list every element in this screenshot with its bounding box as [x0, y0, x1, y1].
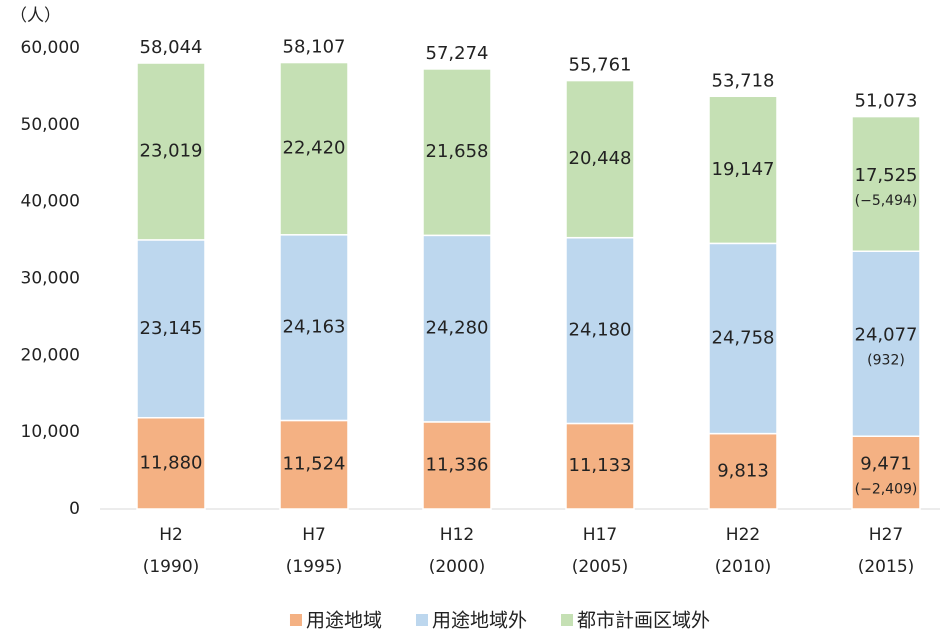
total-label: 58,107	[283, 37, 346, 58]
legend-label: 都市計画区域外	[577, 610, 710, 632]
y-tick-label: 40,000	[21, 192, 80, 212]
value-label: 9,471	[860, 454, 912, 475]
bar-segment	[422, 68, 492, 237]
value-label: 24,280	[426, 318, 489, 339]
bar-segment	[279, 61, 349, 236]
value-label: 20,448	[569, 148, 632, 169]
y-tick-label: 50,000	[21, 115, 80, 135]
x-tick-label: H2	[159, 525, 183, 545]
x-tick-label: H7	[302, 525, 326, 545]
total-label: 58,044	[140, 37, 203, 58]
value-label: 11,524	[283, 454, 346, 475]
legend-swatch	[561, 614, 574, 626]
y-tick-label: 20,000	[21, 345, 80, 365]
y-tick-label: 10,000	[21, 422, 80, 442]
value-label: 9,813	[717, 460, 769, 481]
bar-segment	[565, 422, 635, 510]
value-label: 21,658	[426, 141, 489, 162]
bar-segment	[708, 242, 778, 435]
y-tick-label: 60,000	[21, 38, 80, 58]
y-tick-label: 30,000	[21, 269, 80, 289]
legend: 用途地域 用途地域外 都市計画区域外	[289, 610, 710, 632]
value-label: 24,180	[569, 320, 632, 341]
legend-label: 用途地域	[306, 610, 382, 632]
bar-segment	[136, 62, 206, 241]
bar-segment	[565, 236, 635, 425]
annotation: (−5,494)	[855, 193, 918, 209]
x-tick-label: (2000)	[429, 557, 486, 577]
bar-segment	[708, 95, 778, 245]
x-tick-label: H17	[583, 525, 617, 545]
total-label: 55,761	[569, 55, 632, 76]
bar-segment	[279, 234, 349, 422]
total-label: 57,274	[426, 43, 489, 64]
total-label: 51,073	[855, 91, 918, 112]
bar-segment	[565, 79, 635, 239]
bar-segment	[422, 234, 492, 423]
bar-segment	[279, 419, 349, 510]
x-tick-label: (2015)	[858, 557, 915, 577]
bar-segment	[136, 239, 206, 419]
y-tick-label: 0	[69, 499, 80, 519]
value-label: 24,077	[855, 325, 918, 346]
x-tick-label: (2005)	[572, 557, 629, 577]
bar-segment	[851, 115, 921, 252]
legend-label: 用途地域外	[432, 610, 527, 632]
value-label: 22,420	[283, 138, 346, 159]
bar-segment	[851, 250, 921, 437]
value-label: 11,880	[140, 452, 203, 473]
legend-swatch	[415, 614, 428, 626]
x-tick-label: H27	[869, 525, 903, 545]
value-label: 19,147	[712, 159, 775, 180]
value-label: 24,758	[712, 327, 775, 348]
bar-segment	[708, 432, 778, 510]
x-tick-label: H12	[440, 525, 474, 545]
annotation: (932)	[867, 353, 905, 369]
bar-segment	[422, 421, 492, 510]
value-label: 17,525	[855, 165, 918, 186]
total-label: 53,718	[712, 70, 775, 91]
legend-swatch	[289, 614, 302, 626]
bar-segment	[136, 416, 206, 510]
value-label: 11,133	[569, 455, 632, 476]
x-tick-label: (2010)	[715, 557, 772, 577]
y-axis-label: （人）	[10, 6, 61, 26]
bar-segment	[851, 435, 921, 510]
x-tick-label: (1995)	[286, 557, 343, 577]
value-label: 24,163	[283, 317, 346, 338]
annotation: (−2,409)	[855, 482, 918, 498]
value-label: 11,336	[426, 454, 489, 475]
x-tick-label: H22	[726, 525, 760, 545]
value-label: 23,145	[140, 318, 203, 339]
value-label: 23,019	[140, 140, 203, 161]
x-tick-label: (1990)	[143, 557, 200, 577]
